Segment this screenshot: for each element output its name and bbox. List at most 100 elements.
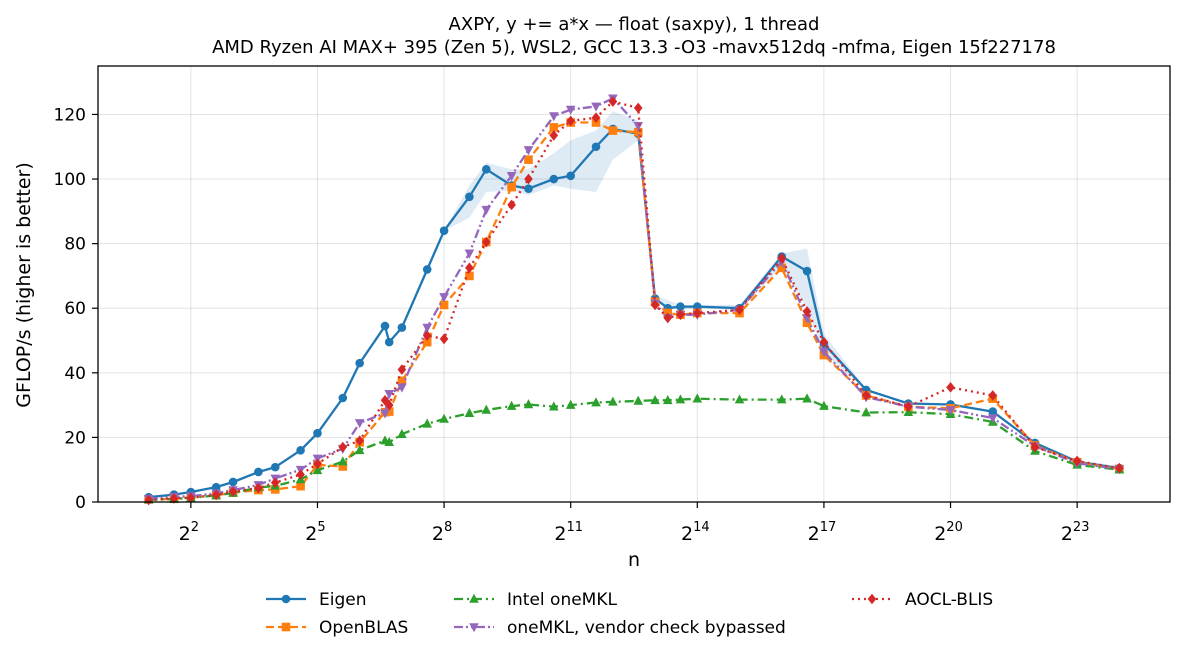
onemkl-vendor-check-bypassed-point bbox=[397, 383, 407, 393]
aocl-blis-point bbox=[228, 486, 238, 497]
openblas-point bbox=[397, 376, 407, 386]
legend-item-onemkl-vendor-check-bypassed: oneMKL, vendor check bypassed bbox=[454, 618, 786, 638]
aocl-blis-point bbox=[693, 307, 702, 319]
series-line-eigen bbox=[148, 127, 1120, 499]
openblas-point bbox=[633, 127, 643, 137]
openblas-point bbox=[465, 271, 474, 281]
aocl-blis-point bbox=[650, 299, 660, 311]
aocl-blis-point bbox=[313, 458, 322, 470]
intel-onemkl-point bbox=[734, 394, 745, 404]
x-tick-label: 25 bbox=[305, 520, 325, 545]
eigen-band-area bbox=[444, 111, 867, 391]
openblas-point bbox=[608, 126, 618, 135]
aocl-blis-point bbox=[254, 482, 263, 494]
intel-onemkl-point bbox=[506, 400, 517, 410]
series-line-aocl-blis bbox=[148, 100, 1120, 502]
y-tick-label: 20 bbox=[64, 428, 86, 448]
chart-subtitle: AMD Ryzen AI MAX+ 395 (Zen 5), WSL2, GCC… bbox=[212, 37, 1056, 58]
eigen-point bbox=[254, 467, 263, 477]
eigen-point bbox=[802, 266, 812, 276]
legend-eigen-point bbox=[281, 594, 291, 604]
aocl-blis-point bbox=[338, 441, 348, 453]
aocl-blis-point bbox=[144, 494, 153, 506]
aocl-blis-point bbox=[904, 401, 913, 413]
aocl-blis-point bbox=[633, 102, 643, 114]
x-axis-label: n bbox=[628, 549, 640, 571]
x-axis-ticks: 22 25 28 211 214 217 220 223 bbox=[179, 502, 1090, 545]
openblas-point bbox=[777, 263, 787, 273]
eigen-point bbox=[988, 407, 998, 416]
aocl-blis-point bbox=[946, 382, 955, 393]
intel-onemkl-point bbox=[675, 394, 686, 404]
onemkl-vendor-check-bypassed-point bbox=[354, 419, 365, 429]
aocl-blis-point bbox=[355, 435, 364, 446]
eigen-point bbox=[384, 337, 394, 347]
legend-item-aocl-blis: AOCL-BLIS bbox=[852, 590, 993, 610]
legend-onemkl-vendor-check-bypassed-point bbox=[469, 623, 479, 633]
x-tick-label: 220 bbox=[934, 520, 963, 545]
openblas-point bbox=[439, 300, 449, 310]
aocl-blis-point bbox=[988, 390, 998, 401]
onemkl-vendor-check-bypassed-point bbox=[819, 348, 829, 358]
onemkl-vendor-check-bypassed-point bbox=[945, 406, 956, 416]
aocl-blis-point bbox=[186, 492, 196, 504]
eigen-point bbox=[338, 393, 348, 403]
aocl-blis-point bbox=[270, 477, 280, 488]
intel-onemkl-point bbox=[608, 396, 618, 406]
aocl-blis-point bbox=[676, 309, 685, 320]
series-onemkl-vendor-check-bypassed bbox=[143, 94, 1125, 505]
legend-openblas-point bbox=[281, 622, 291, 632]
aocl-blis-point bbox=[465, 262, 474, 274]
aocl-blis-point bbox=[549, 130, 559, 141]
intel-onemkl-point bbox=[650, 394, 660, 405]
aocl-blis-point bbox=[735, 304, 744, 316]
intel-onemkl-point bbox=[861, 407, 871, 417]
aocl-blis-point bbox=[169, 493, 179, 504]
intel-onemkl-point bbox=[439, 413, 449, 423]
eigen-point bbox=[524, 184, 533, 194]
openblas-point bbox=[422, 337, 432, 347]
onemkl-vendor-check-bypassed-point bbox=[380, 409, 390, 419]
x-tick-label: 217 bbox=[808, 520, 837, 545]
openblas-point bbox=[507, 182, 516, 192]
x-tick-label: 223 bbox=[1061, 520, 1090, 545]
aocl-blis-point bbox=[608, 96, 618, 107]
aocl-blis-point bbox=[384, 399, 394, 411]
intel-onemkl-point bbox=[565, 399, 576, 409]
eigen-point bbox=[397, 323, 407, 332]
intel-onemkl-point bbox=[523, 399, 534, 409]
intel-onemkl-point bbox=[692, 393, 703, 403]
chart-title: AXPY, y += a*x — float (saxpy), 1 thread bbox=[449, 14, 820, 35]
intel-onemkl-point bbox=[591, 397, 601, 407]
intel-onemkl-point bbox=[481, 404, 492, 414]
y-tick-label: 120 bbox=[54, 105, 86, 125]
y-tick-label: 40 bbox=[64, 364, 86, 384]
eigen-point bbox=[693, 302, 702, 311]
eigen-point bbox=[465, 192, 474, 202]
y-axis-label: GFLOP/s (higher is better) bbox=[13, 162, 35, 407]
x-tick-label: 211 bbox=[554, 520, 583, 545]
intel-onemkl-point bbox=[354, 445, 365, 455]
openblas-point bbox=[524, 155, 533, 164]
onemkl-vendor-check-bypassed-point bbox=[439, 293, 449, 303]
intel-onemkl-point bbox=[776, 394, 787, 404]
aocl-blis-point bbox=[777, 252, 787, 264]
aocl-blis-point bbox=[397, 364, 407, 375]
onemkl-vendor-check-bypassed-point bbox=[481, 205, 492, 216]
onemkl-vendor-check-bypassed-point bbox=[464, 249, 475, 259]
y-tick-label: 0 bbox=[75, 493, 86, 513]
eigen-point bbox=[439, 226, 449, 236]
openblas-point bbox=[384, 407, 394, 416]
onemkl-vendor-check-bypassed-point bbox=[422, 323, 432, 333]
onemkl-vendor-check-bypassed-point bbox=[565, 105, 576, 115]
aocl-blis-point bbox=[819, 336, 829, 348]
onemkl-vendor-check-bypassed-point bbox=[549, 112, 559, 122]
openblas-point bbox=[549, 123, 559, 132]
openblas-point bbox=[338, 462, 348, 471]
intel-onemkl-point bbox=[312, 465, 323, 475]
legend-item-openblas: OpenBLAS bbox=[266, 618, 408, 638]
aocl-blis-point bbox=[802, 306, 812, 317]
aocl-blis-point bbox=[296, 469, 305, 480]
intel-onemkl-point bbox=[397, 428, 407, 438]
